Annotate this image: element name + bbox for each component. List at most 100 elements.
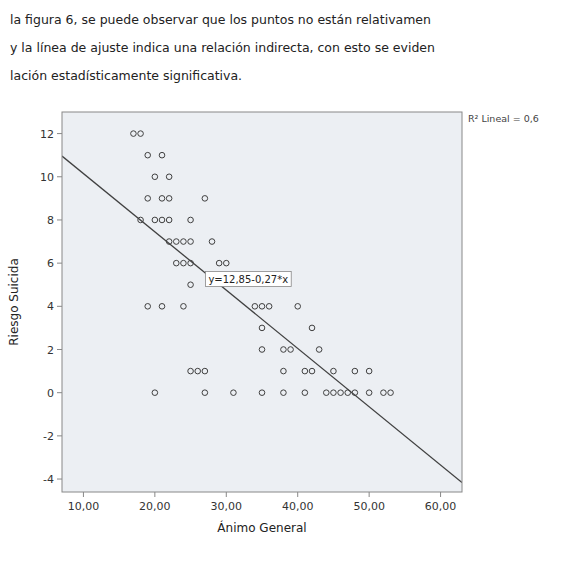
y-tick — [57, 133, 62, 134]
scatter-point — [323, 390, 329, 396]
fit-line — [62, 156, 462, 482]
scatter-point — [152, 174, 158, 180]
scatter-point — [181, 260, 187, 266]
scatter-point — [302, 390, 308, 396]
subtitle-line: la figura 6, se puede observar que los p… — [10, 12, 431, 27]
y-tick — [57, 176, 62, 177]
scatter-point — [202, 196, 208, 202]
scatter-point — [231, 390, 237, 396]
scatter-point — [166, 196, 172, 202]
y-tick-label: -4 — [43, 473, 54, 486]
equation-box-frame — [205, 272, 291, 287]
scatter-point — [195, 368, 201, 374]
scatter-point — [259, 304, 265, 310]
x-axis-label: Ánimo General — [217, 520, 306, 535]
y-tick — [57, 263, 62, 264]
scatter-point — [145, 196, 151, 202]
scatter-point — [331, 390, 337, 396]
x-tick-label: 40,00 — [282, 500, 314, 513]
x-tick — [297, 492, 298, 497]
y-tick-label: 0 — [47, 387, 54, 400]
y-tick — [57, 219, 62, 220]
y-tick-label: -2 — [43, 430, 54, 443]
scatter-point — [173, 260, 179, 266]
scatter-point — [259, 325, 265, 331]
scatter-point — [159, 152, 165, 158]
y-tick — [57, 306, 62, 307]
y-tick-label: 8 — [47, 214, 54, 227]
y-tick — [57, 435, 62, 436]
scatter-point — [202, 368, 208, 374]
scatter-point — [338, 390, 344, 396]
scatter-point — [309, 325, 315, 331]
scatter-point — [281, 368, 287, 374]
x-tick-label: 60,00 — [425, 500, 457, 513]
scatter-point — [295, 304, 301, 310]
y-tick — [57, 392, 62, 393]
plot-data — [62, 131, 462, 483]
scatter-point — [252, 304, 258, 310]
scatter-point — [131, 131, 137, 137]
scatter-point — [159, 217, 165, 223]
scatter-point — [138, 131, 144, 137]
x-tick-label: 20,00 — [139, 500, 171, 513]
scatter-point — [388, 390, 394, 396]
scatter-point — [202, 390, 208, 396]
scatter-point — [159, 196, 165, 202]
equation-label: y=12,85-0,27*x — [208, 274, 288, 285]
scatter-point — [188, 282, 194, 288]
scatter-point — [281, 390, 287, 396]
r2-label: R² Lineal = 0,6 — [468, 113, 539, 124]
y-tick-label: 12 — [40, 128, 54, 141]
plot-frame — [62, 112, 462, 492]
subtitle-line: lación estadísticamente significativa. — [10, 68, 242, 83]
scatter-point — [209, 239, 215, 245]
x-tick — [440, 492, 441, 497]
scatter-point — [166, 174, 172, 180]
y-axis-label: Riesgo Suicida — [7, 258, 21, 346]
scatter-point — [145, 304, 151, 310]
y-tick-label: 10 — [40, 171, 54, 184]
x-tick — [154, 492, 155, 497]
scatter-point — [259, 390, 265, 396]
scatter-point — [188, 368, 194, 374]
scatter-point — [302, 368, 308, 374]
chart: la figura 6, se puede observar que los p… — [0, 0, 564, 561]
y-tick-label: 2 — [47, 344, 54, 357]
scatter-point — [181, 239, 187, 245]
scatter-point — [309, 368, 315, 374]
scatter-point — [281, 347, 287, 353]
scatter-point — [381, 390, 387, 396]
equation-box: y=12,85-0,27*x — [205, 272, 291, 287]
x-tick-label: 50,00 — [353, 500, 385, 513]
scatter-point — [366, 390, 372, 396]
scatter-point — [316, 347, 322, 353]
scatter-point — [223, 260, 229, 266]
y-tick — [57, 479, 62, 480]
scatter-point — [352, 368, 358, 374]
x-tick-label: 10,00 — [68, 500, 100, 513]
scatter-point — [366, 368, 372, 374]
scatter-point — [188, 239, 194, 245]
scatter-point — [145, 152, 151, 158]
subtitle-line: y la línea de ajuste indica una relación… — [10, 40, 435, 55]
scatter-point — [188, 217, 194, 223]
x-tick-label: 30,00 — [211, 500, 243, 513]
plot-background — [62, 112, 462, 492]
x-tick — [83, 492, 84, 497]
x-tick — [226, 492, 227, 497]
scatter-point — [159, 304, 165, 310]
scatter-point — [259, 347, 265, 353]
scatter-point — [166, 217, 172, 223]
scatter-point — [288, 347, 294, 353]
scatter-point — [216, 260, 222, 266]
y-tick-label: 6 — [47, 257, 54, 270]
scatter-point — [152, 217, 158, 223]
x-tick — [369, 492, 370, 497]
scatter-point — [181, 304, 187, 310]
scatter-point — [152, 390, 158, 396]
scatter-point — [173, 239, 179, 245]
y-tick-label: 4 — [47, 300, 54, 313]
scatter-point — [266, 304, 272, 310]
scatter-point — [331, 368, 337, 374]
